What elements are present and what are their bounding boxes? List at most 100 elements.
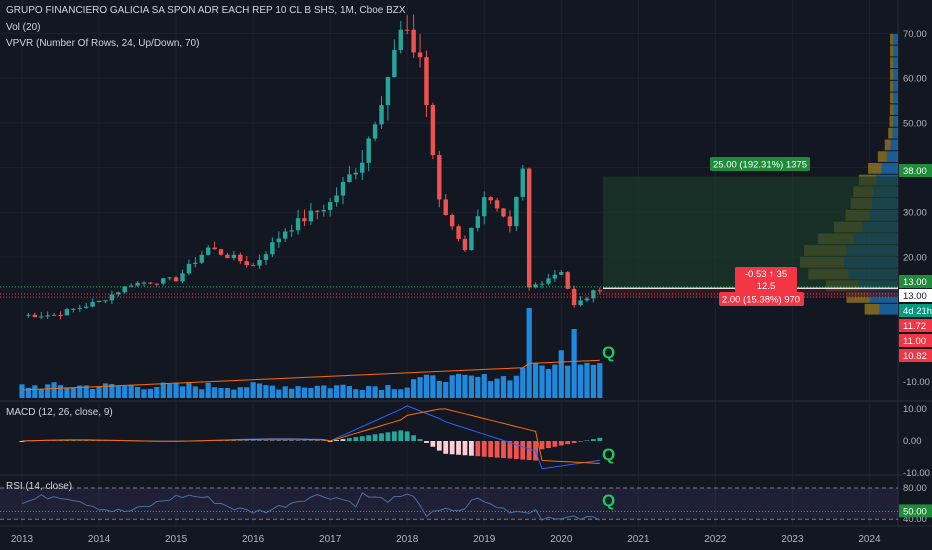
macd-hist-bar <box>546 441 551 449</box>
candle-body <box>501 208 506 217</box>
price-tag: 10.82 <box>903 351 927 362</box>
volume-bar <box>597 363 603 398</box>
candle-body <box>302 218 307 222</box>
volume-bar <box>179 386 186 398</box>
candle-body <box>591 290 596 299</box>
candle-body <box>565 272 570 289</box>
volume-bar <box>173 382 179 398</box>
volume-bar <box>507 380 513 398</box>
candle-body <box>71 308 76 310</box>
symbol-title: GRUPO FINANCIERO GALICIA SA SPON ADR EAC… <box>6 5 406 16</box>
annotation-q: Q <box>602 491 615 510</box>
volume-bar <box>134 386 141 398</box>
volume-bar <box>449 375 455 398</box>
signal-line <box>21 408 600 464</box>
volume-bar <box>481 374 487 398</box>
entry-label-bg <box>735 267 797 293</box>
macd-hist-bar <box>19 441 25 442</box>
vpvr-row-down <box>884 139 891 151</box>
x-tick-label: 2019 <box>473 534 496 545</box>
macd-hist-bar <box>481 441 487 457</box>
price-tag-bg <box>899 319 932 332</box>
volume-bar <box>244 387 250 398</box>
macd-hist-bar <box>366 435 372 441</box>
x-tick-label: 2023 <box>781 534 804 545</box>
macd-hist-bar <box>475 441 481 457</box>
volume-indicator-label[interactable]: Vol (20) <box>6 22 41 33</box>
volume-bar <box>468 375 474 398</box>
macd-hist-bar <box>590 439 596 441</box>
volume-bar <box>218 388 224 398</box>
volume-bar <box>109 384 115 398</box>
volume-bar <box>333 385 340 398</box>
candle-body <box>308 210 314 222</box>
candle-body <box>366 138 371 163</box>
candle-body <box>77 307 82 309</box>
macd-hist-bar <box>462 441 468 456</box>
x-tick-label: 2024 <box>858 534 881 545</box>
volume-bar <box>520 367 526 398</box>
candle-body <box>475 216 481 228</box>
candle-body <box>26 314 31 316</box>
candle-body <box>122 286 127 293</box>
macd-hist-bar <box>571 441 577 443</box>
macd-label[interactable]: MACD (12, 26, close, 9) <box>6 407 113 418</box>
x-tick-label: 2020 <box>550 534 573 545</box>
macd-hist-bar <box>488 441 494 458</box>
vpvr-row-up <box>893 80 898 92</box>
candle-body <box>148 282 153 284</box>
volume-bar <box>167 383 173 398</box>
candle-body <box>443 199 448 215</box>
volume-bar <box>513 375 519 398</box>
volume-bar <box>462 374 468 398</box>
volume-bar <box>404 387 410 398</box>
volume-bar <box>276 389 282 398</box>
volume-bar <box>411 379 417 398</box>
vpvr-indicator-label[interactable]: VPVR (Number Of Rows, 24, Up/Down, 70) <box>6 38 200 49</box>
macd-hist-bar <box>417 439 423 441</box>
volume-bar <box>83 385 89 398</box>
vpvr-row-down <box>890 33 894 45</box>
candle-body <box>141 282 147 284</box>
candle-body <box>39 316 44 318</box>
candle-body <box>398 29 403 51</box>
volume-bar <box>256 383 263 398</box>
candle-body <box>533 284 538 288</box>
candle-body <box>238 254 243 262</box>
volume-bar <box>552 364 558 398</box>
candle-body <box>263 254 269 260</box>
macd-histogram <box>19 430 603 461</box>
rsi-label[interactable]: RSI (14, close) <box>6 481 73 492</box>
price-tag-bg <box>899 304 932 317</box>
vpvr-row-up <box>893 45 898 57</box>
rsi-line <box>21 492 601 521</box>
price-tag: 38.00 <box>903 166 927 177</box>
macd-hist-bar <box>565 441 571 445</box>
macd-hist-bar <box>340 439 346 441</box>
volume-bar <box>141 389 147 398</box>
volume-bar <box>250 382 256 398</box>
volume-bar <box>147 388 153 398</box>
volume-bar <box>192 386 198 398</box>
volume-bar <box>321 385 327 398</box>
candle-body <box>347 174 352 183</box>
vpvr-row-up <box>893 33 898 45</box>
rsi-tag: 50.00 <box>903 506 927 517</box>
vpvr-row-up <box>869 292 898 303</box>
volume-bar <box>77 385 83 398</box>
entry-label-2: 12.5 <box>757 281 776 292</box>
candle-body <box>405 29 410 31</box>
candle-body <box>559 272 564 275</box>
macd-hist-bar <box>398 430 404 441</box>
candle-body <box>64 309 70 316</box>
volume-bar <box>372 386 378 398</box>
macd-hist-bar <box>443 441 449 454</box>
candle-body <box>552 274 558 279</box>
vpvr-row-down <box>889 80 894 92</box>
macd-hist-bar <box>436 441 442 451</box>
macd-hist-bar <box>449 441 455 455</box>
candle-body <box>417 52 423 58</box>
candle-body <box>186 263 192 274</box>
